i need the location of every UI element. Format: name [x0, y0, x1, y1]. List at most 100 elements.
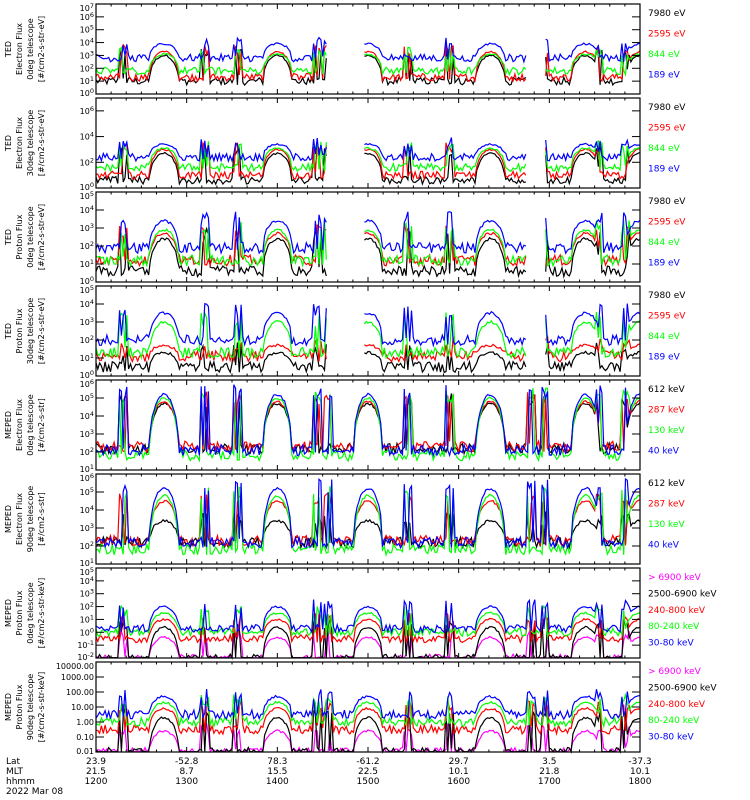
- y-axis-label-line: [#/cm2-s-str]: [37, 492, 46, 545]
- x-axis-value: 1200: [85, 777, 108, 787]
- series-trace-130-kev: [95, 486, 641, 558]
- y-tick-label: 104: [80, 204, 94, 215]
- series-trace-130-kev: [95, 387, 640, 463]
- legend-entry: 240-800 keV: [648, 606, 706, 616]
- y-tick-label: 10000.00: [56, 662, 94, 671]
- y-tick-label: 101: [80, 557, 94, 568]
- legend-entry: 287 keV: [648, 406, 685, 416]
- y-tick-label: 106: [80, 11, 94, 22]
- y-tick-label: 104: [80, 298, 94, 309]
- legend-entry: 2500-6900 keV: [648, 589, 717, 599]
- y-axis-label-line: Electron Flux: [15, 23, 24, 75]
- x-axis-value: 23.9: [86, 757, 106, 767]
- legend-entry: > 6900 keV: [648, 667, 702, 677]
- x-axis-value: 8.7: [180, 767, 194, 777]
- y-tick-label: 100: [80, 369, 94, 380]
- y-tick-label: 0.10: [76, 733, 94, 742]
- y-axis-label-line: [#/cm2-s-str-eV]: [37, 16, 46, 82]
- x-axis-value: -37.3: [628, 757, 651, 767]
- y-tick-label: 102: [80, 240, 94, 251]
- y-tick-label: 104: [80, 410, 94, 421]
- legend-entry: 40 keV: [648, 541, 680, 551]
- x-axis-value: 21.5: [86, 767, 106, 777]
- x-axis-value: 1800: [629, 777, 652, 787]
- series-trace-7980-ev: [95, 146, 641, 186]
- y-tick-label: 100: [80, 87, 94, 98]
- y-tick-label: 101: [80, 75, 94, 86]
- x-axis-value: -52.8: [175, 757, 199, 767]
- y-tick-label: 105: [80, 566, 94, 577]
- legend-entry: 189 eV: [648, 165, 681, 175]
- y-tick-label: 105: [80, 392, 94, 403]
- series-trace-240-800-kev: [95, 611, 641, 645]
- x-axis-value: 10.1: [630, 767, 650, 777]
- y-axis-label-line: Proton Flux: [15, 214, 24, 259]
- y-tick-label: 104: [80, 575, 94, 586]
- series-trace-7980-ev: [95, 226, 641, 279]
- y-axis-label-line: TED: [4, 41, 13, 58]
- x-axis-value: 15.5: [267, 767, 287, 777]
- legend-entry: 40 keV: [648, 447, 680, 457]
- y-tick-label: 102: [80, 446, 94, 457]
- legend-entry: 844 eV: [648, 144, 681, 154]
- series-trace-2595-ev: [95, 141, 641, 182]
- y-tick-label: 103: [80, 522, 94, 533]
- y-axis-label-line: 90deg telescope: [26, 486, 35, 553]
- legend-entry: 2595 eV: [648, 218, 686, 228]
- y-axis-label-line: [#/cm2-s-str]: [37, 398, 46, 451]
- series-trace-844-ev: [95, 220, 641, 268]
- y-tick-label: 106: [80, 472, 94, 483]
- y-axis-label-line: MEPED: [4, 411, 13, 439]
- y-axis-label-line: MEPED: [4, 505, 13, 533]
- legend-entry: 7980 eV: [648, 291, 686, 301]
- y-axis-label-line: 0deg telescope: [26, 18, 35, 79]
- y-tick-label: 104: [80, 504, 94, 515]
- y-axis-label-line: [#/cm2-s-str-eV]: [37, 110, 46, 176]
- legend-entry: 844 eV: [648, 50, 681, 60]
- y-axis-label-line: 30deg telescope: [26, 298, 35, 365]
- x-axis-row-label: MLT: [6, 767, 24, 777]
- x-axis-value: 1300: [175, 777, 198, 787]
- x-axis-value: 3.5: [542, 757, 556, 767]
- y-tick-label: 105: [80, 284, 94, 295]
- y-tick-label: 103: [80, 428, 94, 439]
- series-trace-80-240-kev: [95, 604, 641, 639]
- y-tick-label: 100.00: [66, 688, 94, 697]
- legend-entry: 612 keV: [648, 479, 685, 489]
- series-trace-189-ev: [95, 211, 641, 255]
- y-tick-label: 103: [80, 316, 94, 327]
- x-axis-value: 22.5: [358, 767, 378, 777]
- y-tick-label: 100: [80, 275, 94, 286]
- legend-entry: 80-240 keV: [648, 716, 700, 726]
- y-tick-label: 103: [80, 222, 94, 233]
- y-axis-label-line: Proton Flux: [15, 590, 24, 635]
- y-axis-label-line: TED: [4, 135, 13, 152]
- series-trace-80-240-kev: [95, 692, 641, 729]
- legend-entry: 189 eV: [648, 353, 681, 363]
- series-trace-2595-ev: [95, 43, 641, 83]
- legend-entry: 844 eV: [648, 332, 681, 342]
- y-axis-label-line: [#/cm2-s-str-eV]: [37, 204, 46, 270]
- series-trace-30-80-kev: [95, 688, 641, 721]
- legend-entry: 2595 eV: [648, 30, 686, 40]
- series-trace-189-ev: [95, 36, 641, 64]
- series-trace-40-kev: [95, 477, 641, 550]
- y-axis-label-line: Electron Flux: [15, 399, 24, 451]
- legend-entry: 7980 eV: [648, 103, 686, 113]
- x-axis-value: 78.3: [267, 757, 287, 767]
- panel-frame: [95, 473, 641, 565]
- series-trace-2595-ev: [95, 335, 641, 364]
- y-axis-label-line: TED: [4, 323, 13, 340]
- x-axis-value: 1600: [447, 777, 470, 787]
- y-tick-label: 102: [80, 62, 94, 73]
- y-axis-label-line: 0deg telescope: [26, 582, 35, 643]
- legend-entry: 7980 eV: [648, 197, 686, 207]
- legend-entry: 240-800 keV: [648, 700, 706, 710]
- legend-entry: 844 eV: [648, 238, 681, 248]
- y-axis-label-line: 30deg telescope: [26, 110, 35, 177]
- y-axis-label-line: [#/cm2-s-str-keV]: [37, 578, 46, 649]
- y-tick-label: 105: [80, 190, 94, 201]
- x-axis-row-label: Lat: [6, 757, 21, 767]
- y-tick-label: 106: [80, 105, 94, 116]
- legend-entry: 7980 eV: [648, 9, 686, 19]
